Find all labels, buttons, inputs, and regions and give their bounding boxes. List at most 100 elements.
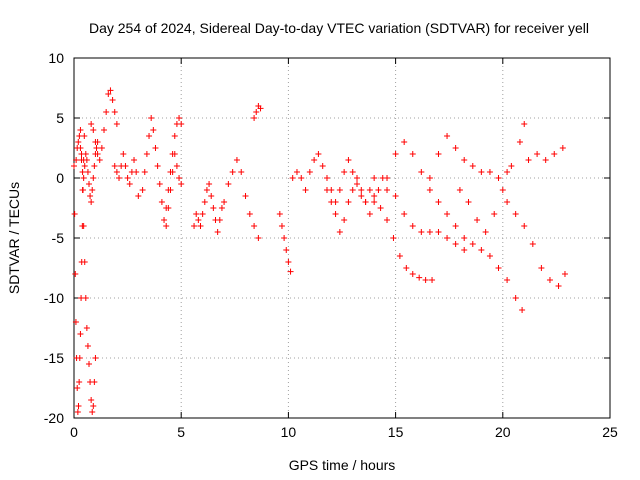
data-point [191,223,198,229]
data-point [444,235,451,241]
series-early-dropout-2 [77,127,99,415]
axis-ticks: 0 5 10 15 20 25 -20 -15 -10 -5 0 5 10 [44,50,618,440]
data-point [257,105,264,112]
data-point [116,175,123,181]
data-point [92,139,99,145]
data-point [546,277,553,283]
data-point [366,187,373,193]
data-point [561,271,568,277]
data-point [444,211,451,217]
data-point [435,199,442,205]
data-point [76,379,83,385]
data-point [298,175,305,181]
data-point [90,175,97,181]
data-point [521,223,528,229]
data-point [392,193,399,199]
y-tick-label: 0 [56,170,64,186]
data-point [216,217,223,223]
x-tick-label: 15 [388,424,404,440]
data-point [86,181,93,187]
data-point [206,181,213,187]
data-point [77,145,84,151]
data-point [444,133,451,139]
data-point [88,397,95,403]
data-point [238,169,245,175]
data-point [478,169,485,175]
data-point [495,175,502,181]
y-axis-label: SDTVAR / TECUs [6,182,22,294]
data-point [107,87,114,94]
data-point [233,157,240,163]
data-point [161,217,168,223]
data-point [409,271,416,277]
data-point [306,169,313,175]
data-point [354,181,361,187]
data-point [390,235,397,241]
data-point [96,157,103,163]
data-point [426,187,433,193]
data-point [218,205,225,211]
data-point [283,247,290,253]
data-point [504,199,511,205]
data-point [105,91,112,97]
data-point [512,295,519,301]
series-arc-13 [392,139,526,313]
data-point [341,169,348,175]
data-point [171,133,178,139]
y-tick-label: -10 [44,290,64,306]
y-tick-label: -20 [44,410,64,426]
data-point [178,181,185,187]
x-tick-label: 5 [177,424,185,440]
data-point [178,121,185,127]
data-point [171,151,178,157]
data-point [90,403,97,409]
data-point [422,277,429,283]
series-arc-10 [323,175,391,235]
data-point [165,205,172,211]
data-point [229,169,236,175]
data-point [555,283,562,289]
data-point [253,109,260,115]
y-tick-label: -5 [52,230,65,246]
data-point [461,247,468,253]
data-point [519,307,526,313]
series-arc-15 [456,121,528,235]
data-point [452,223,459,229]
series-arc-7 [251,103,264,121]
data-point [156,181,163,187]
data-point [469,241,476,247]
data-point [81,163,88,169]
y-tick-label: -15 [44,350,64,366]
data-point [499,187,506,193]
data-point [122,163,129,169]
data-point [354,175,361,181]
data-point [101,127,108,133]
series-arc-1 [88,87,120,163]
data-point [176,175,183,181]
data-point [78,157,85,163]
data-point [76,133,83,139]
series-arc-9 [289,151,378,205]
series-arc-2 [111,151,142,199]
data-points [71,87,568,415]
data-point [362,199,369,205]
data-point [461,235,468,241]
data-point [225,181,232,187]
grid [74,58,610,418]
data-point [143,151,150,157]
data-point [403,265,410,271]
data-point [452,241,459,247]
series-arc-11 [371,193,436,283]
data-point [146,133,153,139]
data-point [79,169,86,175]
data-point [88,199,95,205]
data-point [336,187,343,193]
data-point [111,163,118,169]
data-point [90,127,97,133]
data-point [152,145,159,151]
data-point [210,205,217,211]
data-point [126,181,133,187]
data-point [197,223,204,229]
data-point [375,187,382,193]
data-point [371,193,378,199]
